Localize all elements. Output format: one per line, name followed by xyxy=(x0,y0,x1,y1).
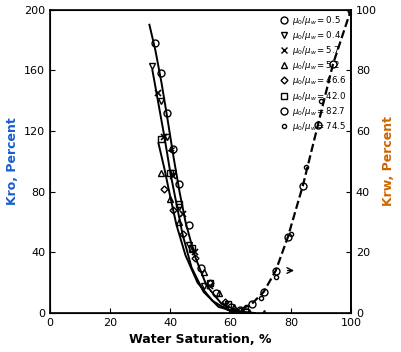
X-axis label: Water Saturation, %: Water Saturation, % xyxy=(129,333,272,346)
Legend: $\mu_0/\mu_w = 0.5$, $\mu_0/\mu_w = 0.4$, $\mu_0/\mu_w = 5.7$, $\mu_0/\mu_w = 5.: $\mu_0/\mu_w = 0.5$, $\mu_0/\mu_w = 0.4$… xyxy=(278,12,348,135)
Y-axis label: Krw, Percent: Krw, Percent xyxy=(383,116,395,206)
Y-axis label: Kro, Percent: Kro, Percent xyxy=(6,118,18,205)
